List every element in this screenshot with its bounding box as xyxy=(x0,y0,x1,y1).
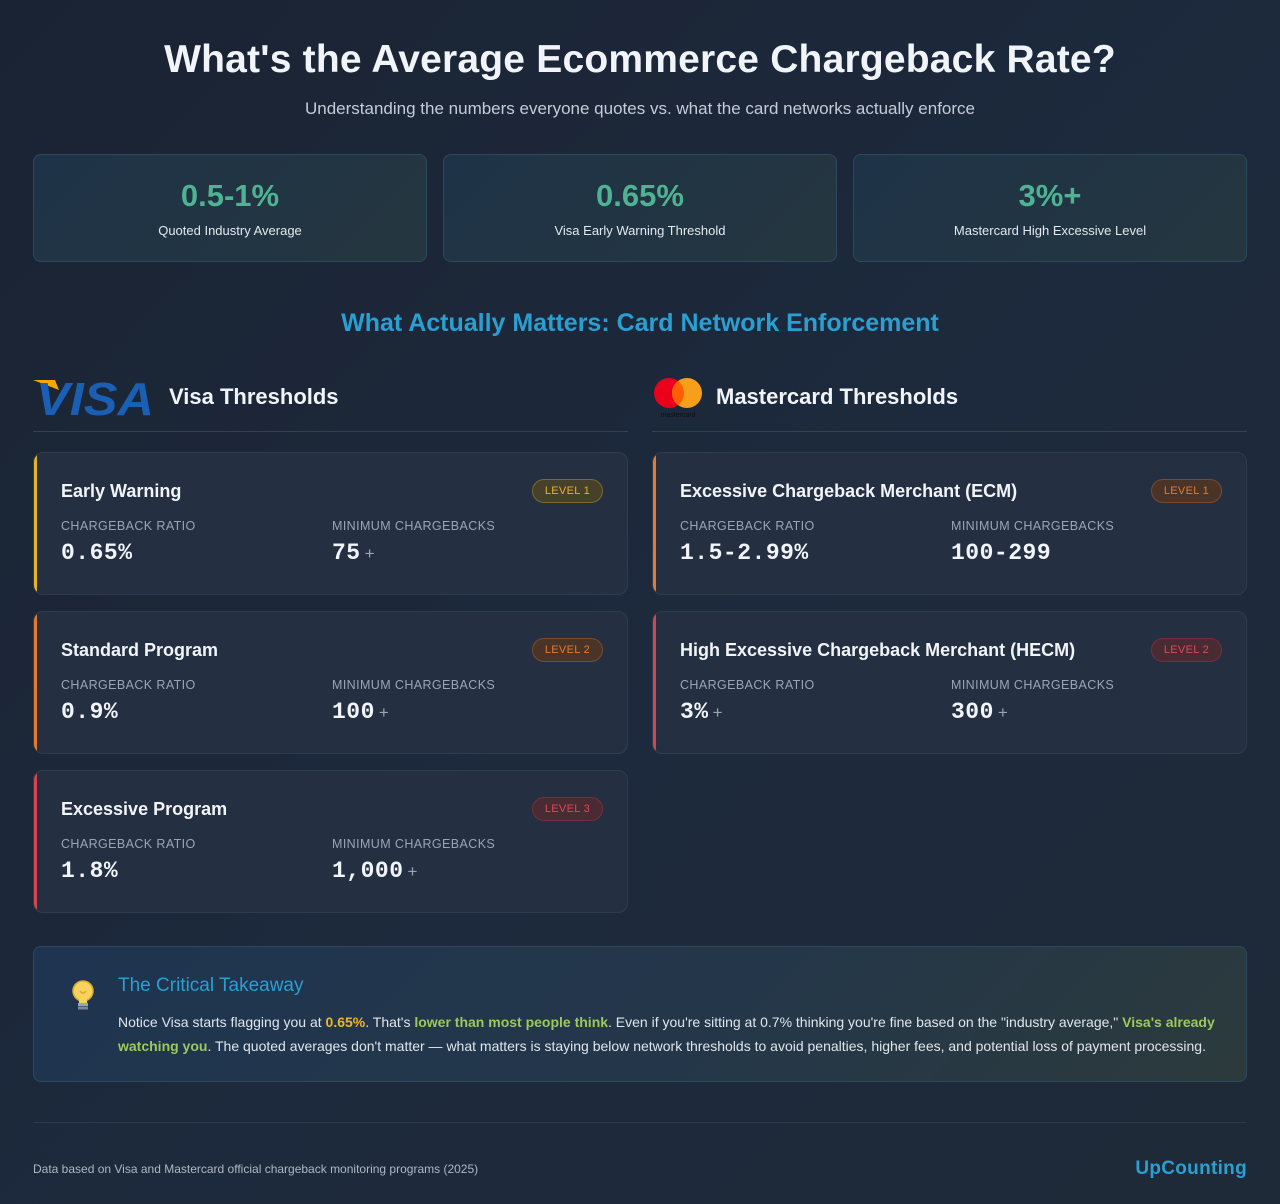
visa-column-title: Visa Thresholds xyxy=(169,383,339,409)
stat-value: 3%+ xyxy=(1018,178,1082,213)
level-badge: LEVEL 1 xyxy=(1150,479,1222,503)
mastercard-hecm-card: High Excessive Chargeback Merchant (HECM… xyxy=(652,611,1247,754)
brand-logo[interactable]: UpCounting xyxy=(1135,1157,1247,1179)
stat-card-industry-average: 0.5-1% Quoted Industry Average xyxy=(33,154,427,262)
card-title: High Excessive Chargeback Merchant (HECM… xyxy=(680,639,1076,660)
mastercard-header: mastercard Mastercard Thresholds xyxy=(652,372,1247,432)
stat-value: 0.65% xyxy=(596,178,684,213)
mastercard-column: mastercard Mastercard Thresholds Excessi… xyxy=(652,372,1247,913)
plus-sign: + xyxy=(378,703,390,722)
ratio-value: 1.8% xyxy=(61,858,119,884)
stat-label: Visa Early Warning Threshold xyxy=(554,223,726,238)
visa-excessive-program-card: Excessive Program LEVEL 3 CHARGEBACK RAT… xyxy=(33,770,628,913)
ratio-label: CHARGEBACK RATIO xyxy=(61,519,196,533)
minimum-value: 1,000 xyxy=(332,858,404,884)
minimum-value: 75 xyxy=(332,540,361,566)
level-badge: LEVEL 3 xyxy=(531,797,603,821)
mastercard-logo-icon: mastercard xyxy=(654,377,702,418)
minimum-label: MINIMUM CHARGEBACKS xyxy=(951,678,1115,692)
ratio-label: CHARGEBACK RATIO xyxy=(680,519,815,533)
level-badge: LEVEL 2 xyxy=(531,638,603,662)
thresholds-columns: VISA Visa Thresholds Early Warning LEVEL… xyxy=(33,372,1247,913)
card-title: Excessive Program xyxy=(61,798,228,819)
minimum-value: 100 xyxy=(332,699,375,725)
takeaway-text: Notice Visa starts flagging you at 0.65%… xyxy=(118,1014,1215,1054)
takeaway-box: The Critical Takeaway Notice Visa starts… xyxy=(33,946,1247,1082)
takeaway-content: The Critical Takeaway Notice Visa starts… xyxy=(118,975,1216,1081)
visa-header: VISA Visa Thresholds xyxy=(33,372,628,432)
infographic: What's the Average Ecommerce Chargeback … xyxy=(33,0,1247,1204)
ratio-value: 0.65% xyxy=(61,540,133,566)
stat-label: Quoted Industry Average xyxy=(158,223,302,238)
visa-early-warning-card: Early Warning LEVEL 1 CHARGEBACK RATIO 0… xyxy=(33,452,628,595)
page-subtitle: Understanding the numbers everyone quote… xyxy=(305,99,975,118)
stats-row: 0.5-1% Quoted Industry Average 0.65% Vis… xyxy=(33,154,1247,262)
ratio-value: 3% xyxy=(680,699,709,725)
card-title: Excessive Chargeback Merchant (ECM) xyxy=(680,480,1018,501)
stat-card-mastercard-high-excessive: 3%+ Mastercard High Excessive Level xyxy=(853,154,1247,262)
minimum-value: 100-299 xyxy=(951,540,1052,566)
plus-sign: + xyxy=(997,703,1009,722)
highlight-watching: Visa's already watching you xyxy=(118,1014,1215,1054)
ratio-value: 1.5-2.99% xyxy=(680,540,809,566)
plus-sign: + xyxy=(364,544,376,563)
minimum-label: MINIMUM CHARGEBACKS xyxy=(332,519,496,533)
plus-sign: + xyxy=(407,862,418,881)
visa-standard-program-card: Standard Program LEVEL 2 CHARGEBACK RATI… xyxy=(33,611,628,754)
footer-note: Data based on Visa and Mastercard offici… xyxy=(33,1161,479,1176)
level-badge: LEVEL 1 xyxy=(531,479,603,503)
visa-logo-icon: VISA xyxy=(33,376,154,418)
stat-value: 0.5-1% xyxy=(180,178,280,213)
mastercard-logo-text: mastercard xyxy=(660,412,695,418)
plus-sign: + xyxy=(712,703,724,722)
visa-column: VISA Visa Thresholds Early Warning LEVEL… xyxy=(33,372,628,913)
lightbulb-icon xyxy=(70,975,96,1081)
minimum-label: MINIMUM CHARGEBACKS xyxy=(332,678,496,692)
ratio-value: 0.9% xyxy=(61,699,119,725)
card-title: Standard Program xyxy=(61,639,219,660)
page-title: What's the Average Ecommerce Chargeback … xyxy=(164,38,1116,81)
ratio-label: CHARGEBACK RATIO xyxy=(61,837,196,851)
minimum-label: MINIMUM CHARGEBACKS xyxy=(332,837,496,851)
footer: Data based on Visa and Mastercard offici… xyxy=(33,1122,1247,1204)
mastercard-column-title: Mastercard Thresholds xyxy=(716,383,959,409)
highlight-threshold: 0.65% xyxy=(325,1014,366,1030)
stat-label: Mastercard High Excessive Level xyxy=(953,223,1147,238)
ratio-label: CHARGEBACK RATIO xyxy=(680,678,815,692)
takeaway-title: The Critical Takeaway xyxy=(118,975,304,996)
card-title: Early Warning xyxy=(61,480,182,501)
ratio-label: CHARGEBACK RATIO xyxy=(61,678,196,692)
section-title: What Actually Matters: Card Network Enfo… xyxy=(341,309,939,337)
minimum-value: 300 xyxy=(951,699,994,725)
visa-logo-text: VISA xyxy=(36,376,154,418)
minimum-label: MINIMUM CHARGEBACKS xyxy=(951,519,1115,533)
stat-card-visa-early-warning: 0.65% Visa Early Warning Threshold xyxy=(443,154,837,262)
highlight-lower: lower than most people think xyxy=(414,1014,609,1030)
mastercard-ecm-card: Excessive Chargeback Merchant (ECM) LEVE… xyxy=(652,452,1247,595)
level-badge: LEVEL 2 xyxy=(1150,638,1222,662)
